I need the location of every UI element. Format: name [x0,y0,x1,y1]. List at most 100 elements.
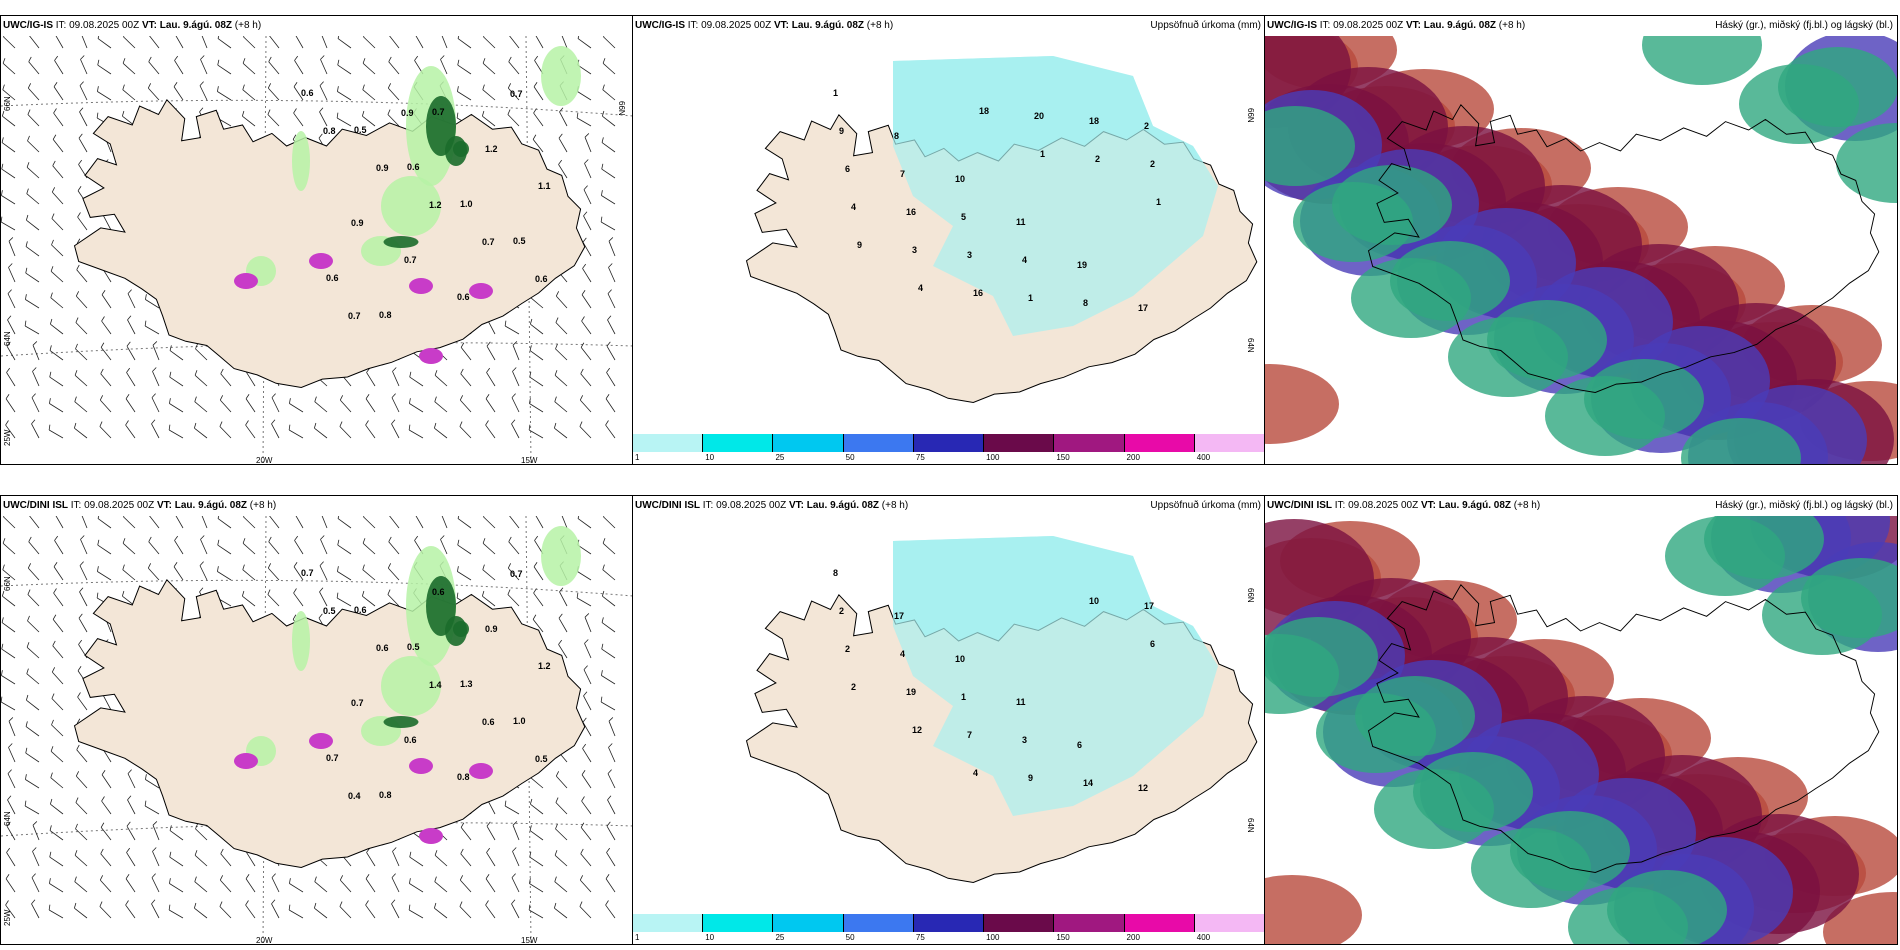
wind-barb [2,110,16,127]
wind-barb [293,108,304,127]
wind-barb [460,342,472,361]
wind-barb [337,59,352,75]
wind-barb [174,535,184,555]
wind-barb [434,370,448,387]
wind-barb [440,55,448,75]
wind-barb [600,216,616,231]
panel-r2-cloud: UWC/DINI ISL IT: 09.08.2025 00Z VT: Lau.… [1264,495,1898,945]
wind-barb [555,343,568,361]
wind-barb [151,873,160,893]
wind-barb [6,341,16,361]
lat-label: 66N [617,101,626,116]
coastline [1367,584,1880,873]
wind-barb [28,536,40,555]
wind-barb [288,904,304,919]
wind-barb [581,796,592,815]
wind-barb [508,36,520,49]
wind-barb [319,81,328,101]
wind-barb [560,36,568,49]
wind-value: 1.3 [460,679,473,689]
precip-value: 4 [851,202,856,212]
wind-barb [126,847,136,867]
wind-barb [606,847,616,867]
colorbar-swatch [773,434,844,452]
wind-barb [76,744,88,763]
wind-value: 1.0 [513,716,526,726]
panel-title: Uppsöfnuð úrkoma (mm) [1150,500,1261,511]
wind-barb [101,290,112,309]
wind-barb [169,371,184,387]
wind-barb [607,795,616,815]
precip-value: 2 [845,644,850,654]
panel-header: UWC/IG-IS IT: 09.08.2025 00Z VT: Lau. 9.… [3,20,262,31]
wind-barb [3,516,16,529]
wind-barb [482,84,496,101]
wind-barb [219,395,232,413]
wind-barb [28,56,40,75]
wind-barb [387,589,400,607]
wind-barb [127,769,136,789]
wind-barb [267,83,280,101]
wind-barb [8,717,16,737]
wind-barb [195,343,208,361]
wind-barb [362,84,376,101]
colorbar-tick-label: 10 [705,453,715,462]
lat-label: 64N [3,331,12,346]
wind-value: 0.6 [326,273,339,283]
wind-barb [560,516,568,529]
colorbar-tick-label: 25 [775,933,785,942]
wind-barb [576,592,592,607]
wind-barb [49,345,64,361]
wind-barb [314,396,328,413]
wind-value: 0.6 [482,717,495,727]
wind-barb [243,516,256,529]
precip-value: 11 [1016,697,1026,707]
wind-barb [2,564,16,581]
wind-barb [200,516,208,529]
lat-line [1,579,633,597]
wind-value: 1.2 [538,661,551,671]
panel-r1-wind: UWC/IG-IS IT: 09.08.2025 00Z VT: Lau. 9.… [0,15,634,465]
wind-barb [511,899,520,919]
wind-barb [485,420,496,439]
wind-barb [294,55,304,75]
precip-value: 10 [955,654,965,664]
wind-barb [26,642,40,659]
wind-barb [602,590,616,607]
wind-barb [320,36,328,49]
wind-barb [169,398,184,413]
gust-patch [409,758,433,774]
colorbar-swatch [913,914,985,932]
wind-barb [554,422,568,439]
wind-barb [97,566,112,581]
iceland-land [73,98,586,389]
wind-barb [75,797,88,815]
precip-map: 8 17 10 11 6 12 2 4 1 3 14 17 2 19 7 9 10 6 2 12 4 [745,536,1258,884]
wind-barb [512,341,520,361]
cloud-patch [1801,558,1897,638]
lon-line [262,516,267,944]
wind-barb [533,562,544,581]
wind-barb [602,84,616,101]
wind-barb [26,668,40,685]
wind-barb [32,341,40,361]
wind-barb [219,901,232,919]
wind-barb [533,588,544,607]
colorbar-swatch [984,434,1055,452]
wind-barb [75,317,88,335]
wind-barb [485,900,496,919]
wind-barb [242,590,256,607]
wind-barb [486,821,496,841]
wind-barb [126,367,136,387]
wind-barb [337,36,352,49]
precip-value: 10 [955,174,965,184]
wind-barb [25,241,40,257]
wind-barb [288,424,304,439]
colorbar-tick-label: 100 [986,933,1000,942]
wind-barb [293,82,304,101]
wind-barb [601,190,616,205]
wind-barb [27,615,40,633]
wind-barb [362,58,376,75]
precip-value: 16 [906,207,916,217]
precip-value: 2 [1150,159,1155,169]
